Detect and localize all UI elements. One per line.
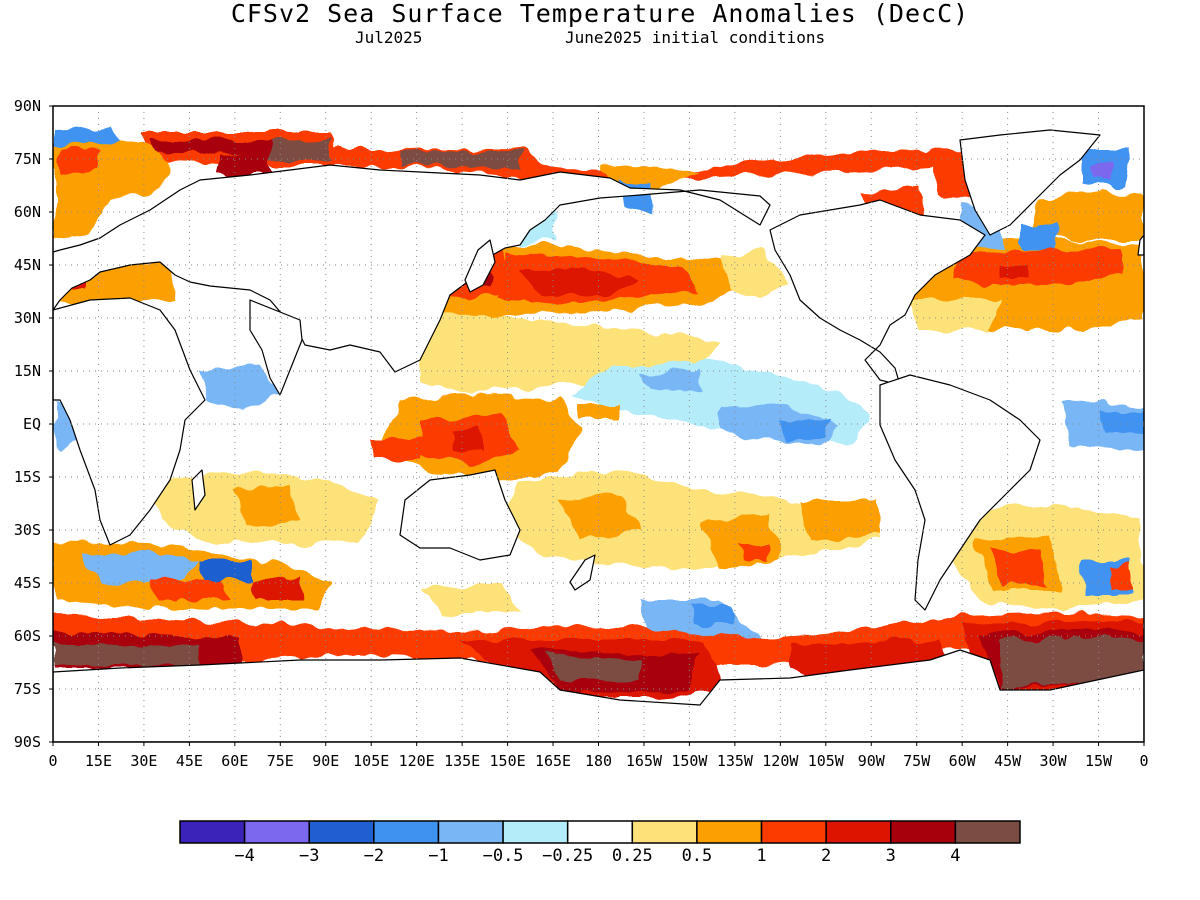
colorbar-label: 4 xyxy=(950,846,960,866)
colorbar-swatch xyxy=(825,820,892,844)
lon-label: 135E xyxy=(444,752,480,770)
lon-label: 60E xyxy=(221,752,248,770)
colorbar-label: −3 xyxy=(299,846,319,866)
lon-label: 45W xyxy=(994,752,1022,770)
colorbar-swatch xyxy=(631,820,698,844)
map-grid xyxy=(53,106,1144,742)
lat-label: 60S xyxy=(14,627,41,645)
land-australia xyxy=(399,469,521,561)
longitude-labels: 0 15E 30E 45E 60E 75E 90E 105E 120E 135E 150E 165E 1… xyxy=(48,742,1149,770)
lon-label: 105W xyxy=(808,752,845,770)
lon-label: 105E xyxy=(353,752,389,770)
lat-label: 90N xyxy=(14,97,41,115)
colorbar-label: −0.5 xyxy=(483,846,524,866)
colorbar-swatch xyxy=(437,820,504,844)
colorbar-swatch xyxy=(502,820,569,844)
lat-label: 30S xyxy=(14,521,41,539)
colorbar-label: 1 xyxy=(756,846,766,866)
lon-label: 0 xyxy=(1139,752,1148,770)
lat-label: 45N xyxy=(14,256,41,274)
colorbar-label: −4 xyxy=(234,846,254,866)
valid-month: Jul2025 xyxy=(355,28,423,47)
lon-label: 150E xyxy=(490,752,526,770)
colorbar: −4 −3 −2 −1 −0.5 −0.25 0.25 0.5 1 2 3 4 xyxy=(179,820,1021,866)
land-africa xyxy=(53,297,206,546)
lat-label: 90S xyxy=(14,733,41,751)
lon-label: 90E xyxy=(312,752,339,770)
lon-label: 120E xyxy=(399,752,435,770)
continents xyxy=(53,129,1144,742)
land-india xyxy=(249,299,303,396)
lon-label: 60W xyxy=(949,752,977,770)
lat-label: EQ xyxy=(23,415,41,433)
lon-label: 30E xyxy=(130,752,157,770)
colorbar-swatch xyxy=(566,820,634,844)
lon-label: 165W xyxy=(626,752,663,770)
chart-title: CFSv2 Sea Surface Temperature Anomalies … xyxy=(230,0,970,28)
land-antarctica xyxy=(53,649,1144,742)
lon-label: 75E xyxy=(267,752,294,770)
colorbar-label: 2 xyxy=(821,846,831,866)
latitude-labels: 90N 75N 60N 45N 30N 15N EQ 15S 30S 45S 60S 75S 90S xyxy=(14,97,53,751)
land-new-zealand xyxy=(569,554,596,591)
lon-label: 15W xyxy=(1085,752,1113,770)
lon-label: 45E xyxy=(176,752,203,770)
lon-label: 15E xyxy=(85,752,112,770)
colorbar-swatch xyxy=(308,820,375,844)
lat-label: 45S xyxy=(14,574,41,592)
lon-label: 150W xyxy=(671,752,708,770)
land-greenland xyxy=(959,129,1101,236)
colorbar-swatch xyxy=(696,820,763,844)
lon-label: 75W xyxy=(903,752,931,770)
colorbar-label: −2 xyxy=(364,846,384,866)
lon-label: 120W xyxy=(762,752,799,770)
lat-label: 30N xyxy=(14,309,41,327)
lat-label: 75S xyxy=(14,680,41,698)
land-uk xyxy=(1137,234,1144,256)
land-north-america xyxy=(769,199,986,386)
initial-conditions: June2025 initial conditions xyxy=(565,28,826,47)
lat-label: 60N xyxy=(14,203,41,221)
colorbar-label: 0.25 xyxy=(612,846,653,866)
colorbar-label: −0.25 xyxy=(542,846,593,866)
land-eurasia xyxy=(53,164,771,373)
lon-label: 165E xyxy=(535,752,571,770)
colorbar-swatch xyxy=(890,820,957,844)
colorbar-swatch xyxy=(179,820,246,844)
colorbar-label: 3 xyxy=(886,846,896,866)
lon-label: 90W xyxy=(858,752,886,770)
colorbar-swatch xyxy=(373,820,440,844)
land-madagascar xyxy=(191,469,206,511)
colorbar-swatch xyxy=(954,820,1021,844)
land-south-america xyxy=(879,374,1041,611)
colorbar-label: 0.5 xyxy=(682,846,713,866)
lon-label: 30W xyxy=(1040,752,1068,770)
lon-label: 135W xyxy=(717,752,754,770)
land-japan xyxy=(464,239,496,293)
colorbar-swatch xyxy=(760,820,827,844)
colorbar-swatch xyxy=(243,820,310,844)
lat-label: 15N xyxy=(14,362,41,380)
lat-label: 15S xyxy=(14,468,41,486)
lat-label: 75N xyxy=(14,150,41,168)
lon-label: 180 xyxy=(585,752,612,770)
lon-label: 0 xyxy=(48,752,57,770)
colorbar-label: −1 xyxy=(428,846,448,866)
